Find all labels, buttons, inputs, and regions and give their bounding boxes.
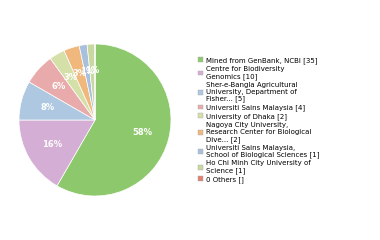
Text: 3%: 3% [63, 73, 78, 82]
Wedge shape [64, 46, 95, 120]
Wedge shape [57, 44, 171, 196]
Wedge shape [87, 44, 95, 120]
Wedge shape [50, 51, 95, 120]
Text: 3%: 3% [73, 68, 87, 78]
Text: 16%: 16% [42, 140, 62, 149]
Wedge shape [29, 59, 95, 120]
Wedge shape [79, 44, 95, 120]
Text: 58%: 58% [133, 128, 153, 137]
Wedge shape [19, 120, 95, 186]
Legend: Mined from GenBank, NCBI [35], Centre for Biodiversity
Genomics [10], Sher-e-Ban: Mined from GenBank, NCBI [35], Centre fo… [197, 57, 320, 183]
Text: 6%: 6% [51, 83, 65, 91]
Text: 8%: 8% [40, 103, 54, 112]
Wedge shape [19, 82, 95, 120]
Text: 1%: 1% [85, 66, 100, 75]
Text: 1%: 1% [80, 67, 94, 76]
